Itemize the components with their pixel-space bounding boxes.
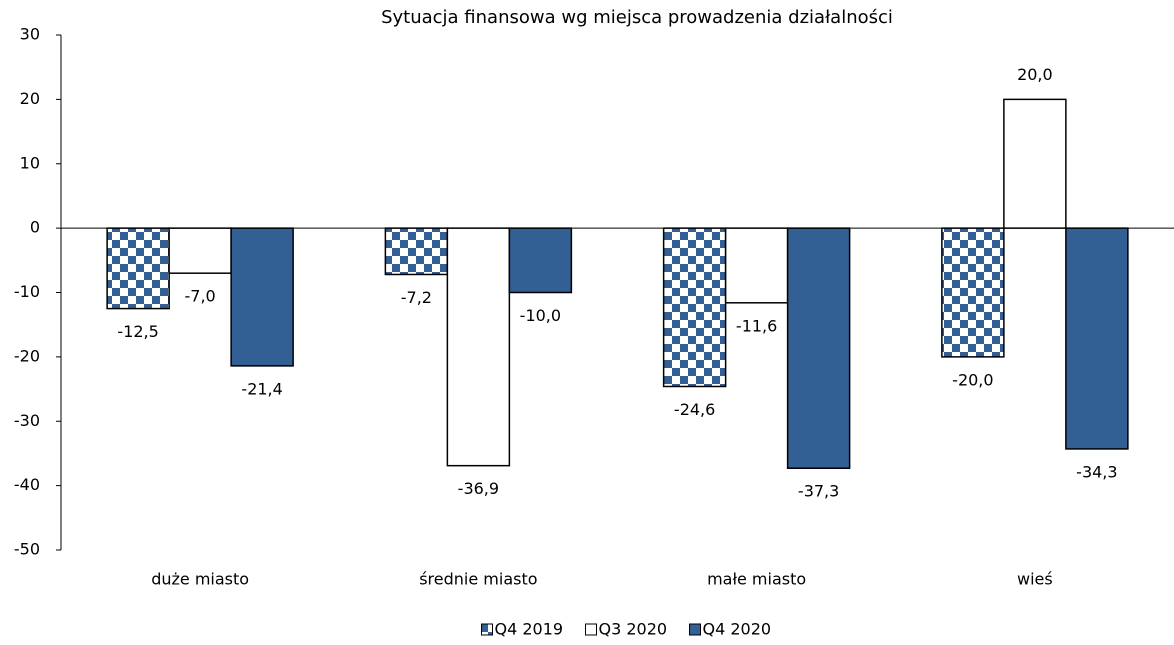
bar	[941, 227, 1005, 358]
bar	[724, 227, 789, 304]
chart-title: Sytuacja finansowa wg miejsca prowadzeni…	[381, 7, 893, 28]
legend-swatch	[689, 623, 701, 636]
legend-swatch	[585, 623, 597, 636]
value-label: -36,9	[458, 479, 499, 498]
value-label: -34,3	[1076, 462, 1117, 481]
value-label: -7,2	[401, 288, 432, 307]
bar	[230, 227, 294, 367]
x-tick-label: duże miasto	[151, 570, 249, 589]
bar	[508, 227, 573, 294]
bar	[1003, 98, 1067, 229]
x-tick-label: małe miasto	[707, 570, 806, 589]
value-label: -7,0	[185, 287, 216, 306]
legend-swatch	[481, 623, 493, 636]
y-tick-label: -20	[14, 346, 40, 365]
value-label: -21,4	[241, 379, 282, 398]
y-tick-label: 10	[20, 153, 40, 172]
y-tick-label: 30	[20, 25, 40, 44]
value-label: -10,0	[520, 306, 561, 325]
legend-label: Q4 2020	[703, 620, 772, 639]
value-label: -12,5	[117, 322, 158, 341]
bar	[786, 227, 851, 469]
bar	[168, 227, 232, 274]
y-tick-label: -30	[14, 411, 40, 430]
value-label: 20,0	[1017, 65, 1053, 84]
y-tick-label: -50	[14, 540, 40, 559]
value-label: -11,6	[736, 316, 777, 335]
x-tick-label: wieś	[1017, 570, 1053, 589]
value-label: -24,6	[674, 400, 715, 419]
bar	[446, 227, 511, 467]
value-label: -20,0	[952, 370, 993, 389]
y-tick-label: -40	[14, 475, 40, 494]
bar	[106, 227, 170, 310]
bar	[384, 227, 449, 276]
y-tick-label: 20	[20, 89, 40, 108]
bar	[1065, 227, 1129, 450]
legend-label: Q3 2020	[599, 620, 668, 639]
value-label: -37,3	[798, 482, 839, 501]
x-tick-label: średnie miasto	[419, 570, 537, 589]
y-tick-label: -10	[14, 282, 40, 301]
bar	[662, 227, 727, 388]
legend-label: Q4 2019	[495, 620, 564, 639]
y-tick-label: 0	[30, 218, 40, 237]
